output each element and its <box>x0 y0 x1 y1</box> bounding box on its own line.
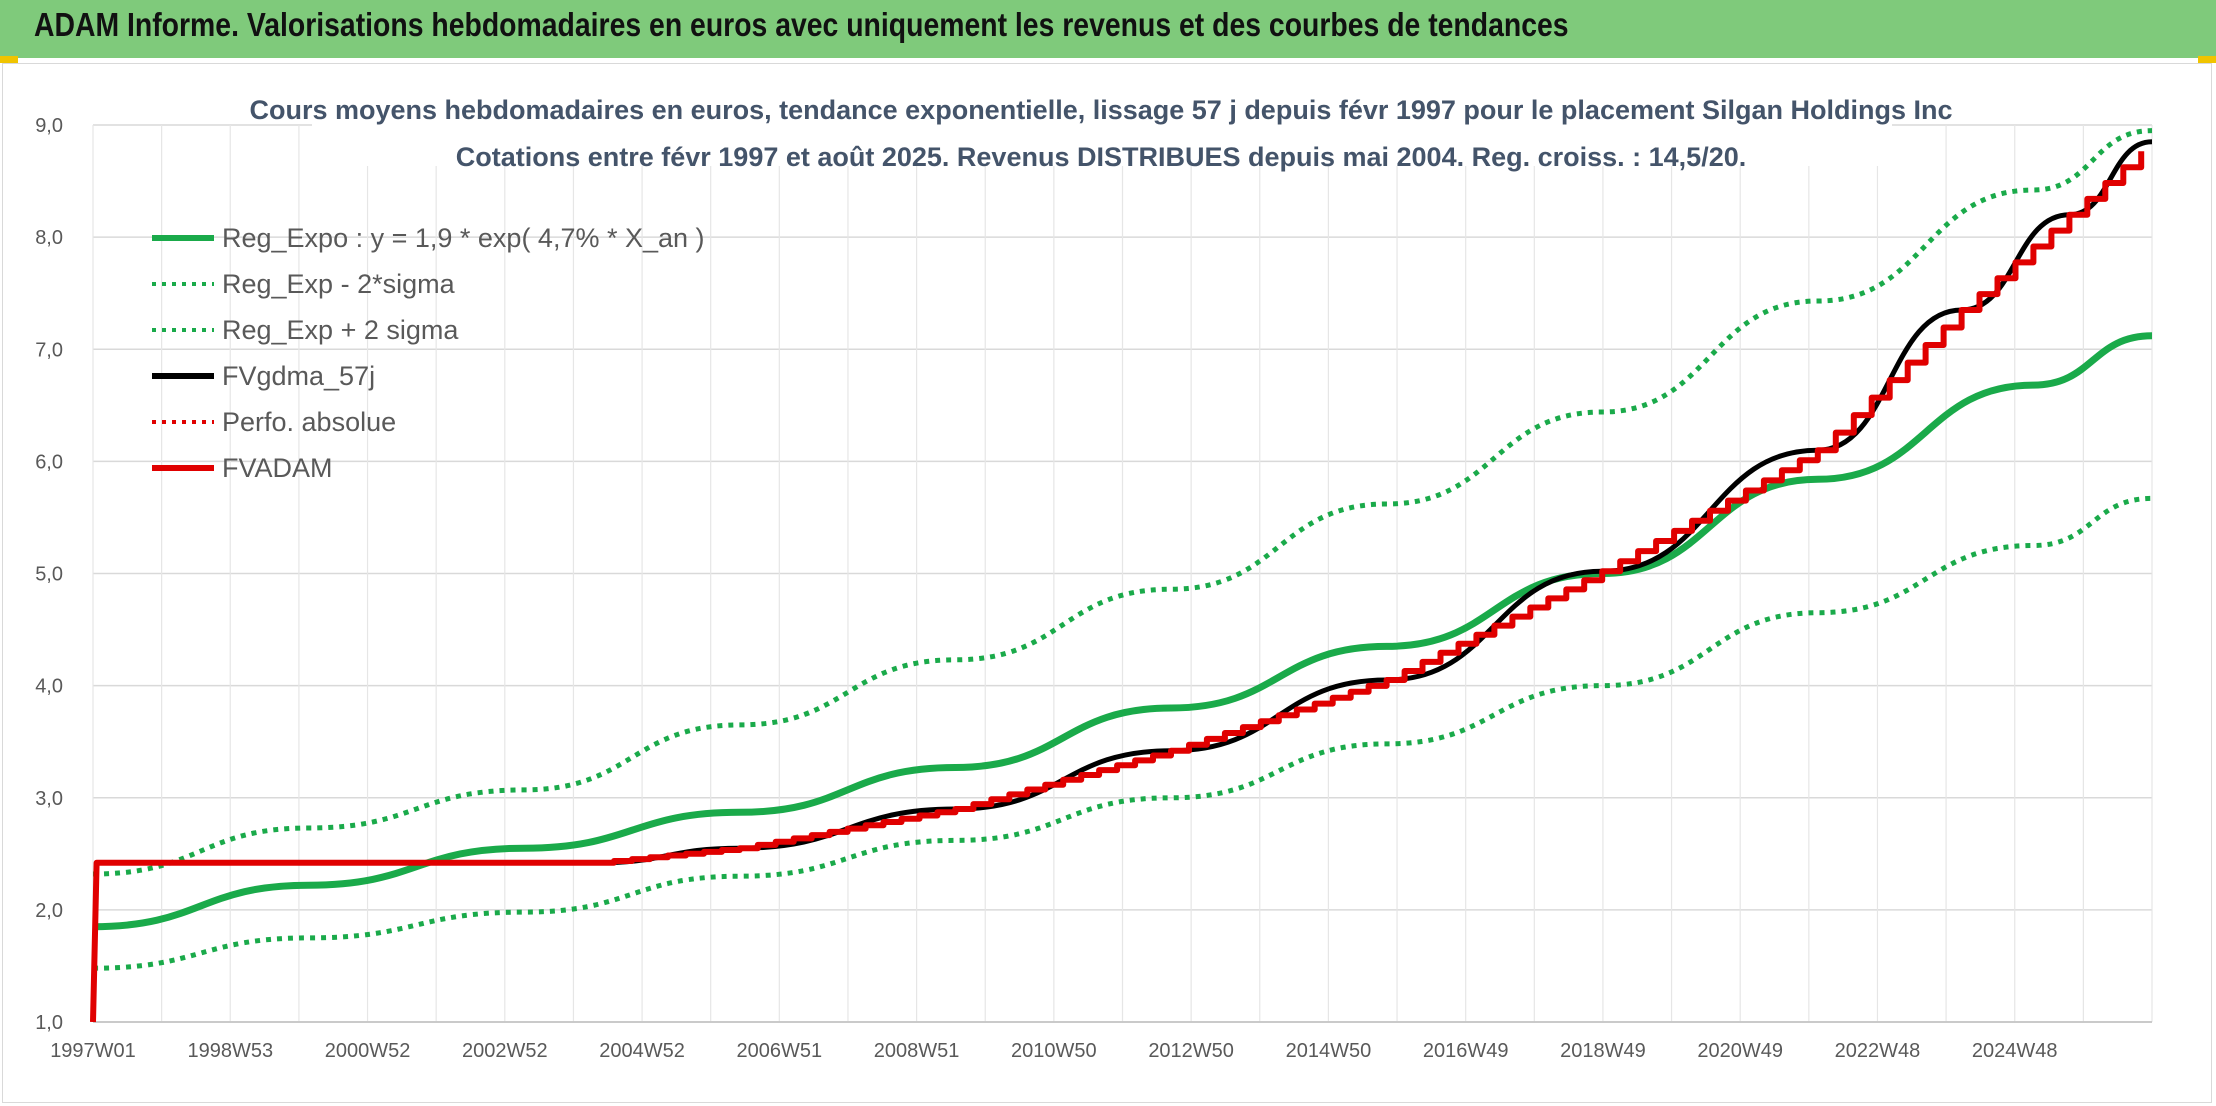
report-title: ADAM Informe. Valorisations hebdomadaire… <box>34 6 1569 43</box>
legend-label-reg-expo-y-1-9-exp-4-7-x-an: Reg_Expo : y = 1,9 * exp( 4,7% * X_an ) <box>222 223 705 253</box>
y-tick-label: 6,0 <box>35 451 63 473</box>
x-tick-label: 1998W53 <box>187 1040 273 1062</box>
x-tick-label: 2008W51 <box>874 1040 960 1062</box>
x-tick-label: 2010W50 <box>1011 1040 1097 1062</box>
chart-area <box>2 63 2212 1103</box>
y-tick-label: 7,0 <box>35 339 63 361</box>
legend-label-perfo-absolue: Perfo. absolue <box>222 407 396 437</box>
y-tick-label: 4,0 <box>35 676 63 698</box>
x-tick-label: 2000W52 <box>325 1040 411 1062</box>
x-tick-label: 1997W01 <box>50 1040 136 1062</box>
x-tick-label: 2002W52 <box>462 1040 548 1062</box>
chart-title: Cours moyens hebdomadaires en euros, ten… <box>249 95 1952 125</box>
yellow-corner-left <box>0 56 18 63</box>
yellow-corner-right <box>2198 56 2216 63</box>
y-tick-label: 3,0 <box>35 788 63 810</box>
y-tick-label: 1,0 <box>35 1012 63 1034</box>
x-tick-label: 2022W48 <box>1835 1040 1921 1062</box>
legend: Reg_Expo : y = 1,9 * exp( 4,7% * X_an ) R… <box>152 223 705 483</box>
y-tick-label: 2,0 <box>35 900 63 922</box>
legend-label-reg-exp-2-sigma: Reg_Exp - 2*sigma <box>222 269 456 299</box>
series-reg-exp-2-sigma <box>92 128 2153 877</box>
title-background <box>312 86 1892 166</box>
chart-subtitle: Cotations entre févr 1997 et août 2025. … <box>456 142 1747 172</box>
legend-label-fvgdma-57j: FVgdma_57j <box>222 361 375 391</box>
legend-label-fvadam: FVADAM <box>222 453 333 483</box>
report-banner: ADAM Informe. Valorisations hebdomadaire… <box>0 0 2216 58</box>
series-reg-expo-y-1-9-exp-4-7-x-an <box>92 332 2153 931</box>
y-tick-label: 8,0 <box>35 227 63 249</box>
x-tick-label: 2020W49 <box>1697 1040 1783 1062</box>
plot-series <box>90 128 2153 1023</box>
x-tick-label: 2014W50 <box>1286 1040 1372 1062</box>
y-axis-ticks: 1,0 2,0 3,0 4,0 5,0 6,0 7,0 8,0 9,0 <box>35 115 63 1034</box>
x-axis-ticks: 1997W01 1998W53 2000W52 2002W52 2004W52 2006W… <box>50 1040 2057 1062</box>
grid-lines <box>92 124 2153 1023</box>
y-tick-label: 5,0 <box>35 564 63 586</box>
series-reg-exp-2-sigma <box>92 495 2153 971</box>
x-tick-label: 2004W52 <box>599 1040 685 1062</box>
legend-label-reg-exp-2-sigma: Reg_Exp + 2 sigma <box>222 315 459 345</box>
x-tick-label: 2012W50 <box>1148 1040 1234 1062</box>
x-tick-label: 2018W49 <box>1560 1040 1646 1062</box>
y-tick-label: 9,0 <box>35 115 63 137</box>
x-tick-label: 2006W51 <box>737 1040 823 1062</box>
x-tick-label: 2024W48 <box>1972 1040 2058 1062</box>
series-fvadam <box>90 151 2145 1023</box>
x-tick-label: 2016W49 <box>1423 1040 1509 1062</box>
